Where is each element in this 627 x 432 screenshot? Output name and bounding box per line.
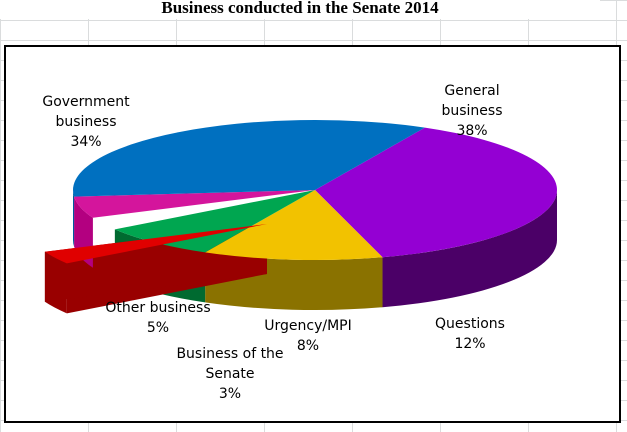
slice-label: General business 38% bbox=[441, 83, 502, 139]
slice-government-business[interactable] bbox=[73, 120, 425, 197]
pie-top-faces bbox=[44, 120, 557, 264]
slice-business-of-the-senate[interactable] bbox=[44, 224, 267, 264]
slice-label: Business of the Senate 3% bbox=[176, 346, 283, 402]
slice-other-business[interactable] bbox=[74, 190, 315, 218]
slice-general-business[interactable] bbox=[315, 127, 557, 258]
slice-urgency-mpi[interactable] bbox=[114, 190, 316, 253]
pie-labels: General business 38% Questions 12% Urgency/MP… bbox=[42, 83, 505, 402]
slice-side-general-business bbox=[382, 190, 557, 308]
slice-label: Government business 34% bbox=[42, 94, 130, 150]
chart-title: Business conducted in the Senate 2014 bbox=[0, 0, 600, 19]
slice-side-government-business bbox=[73, 190, 75, 247]
slice-questions[interactable] bbox=[205, 190, 383, 260]
slice-label: Urgency/MPI 8% bbox=[264, 318, 351, 354]
slice-label: Questions 12% bbox=[435, 316, 505, 352]
slice-label: Other business 5% bbox=[105, 300, 210, 336]
